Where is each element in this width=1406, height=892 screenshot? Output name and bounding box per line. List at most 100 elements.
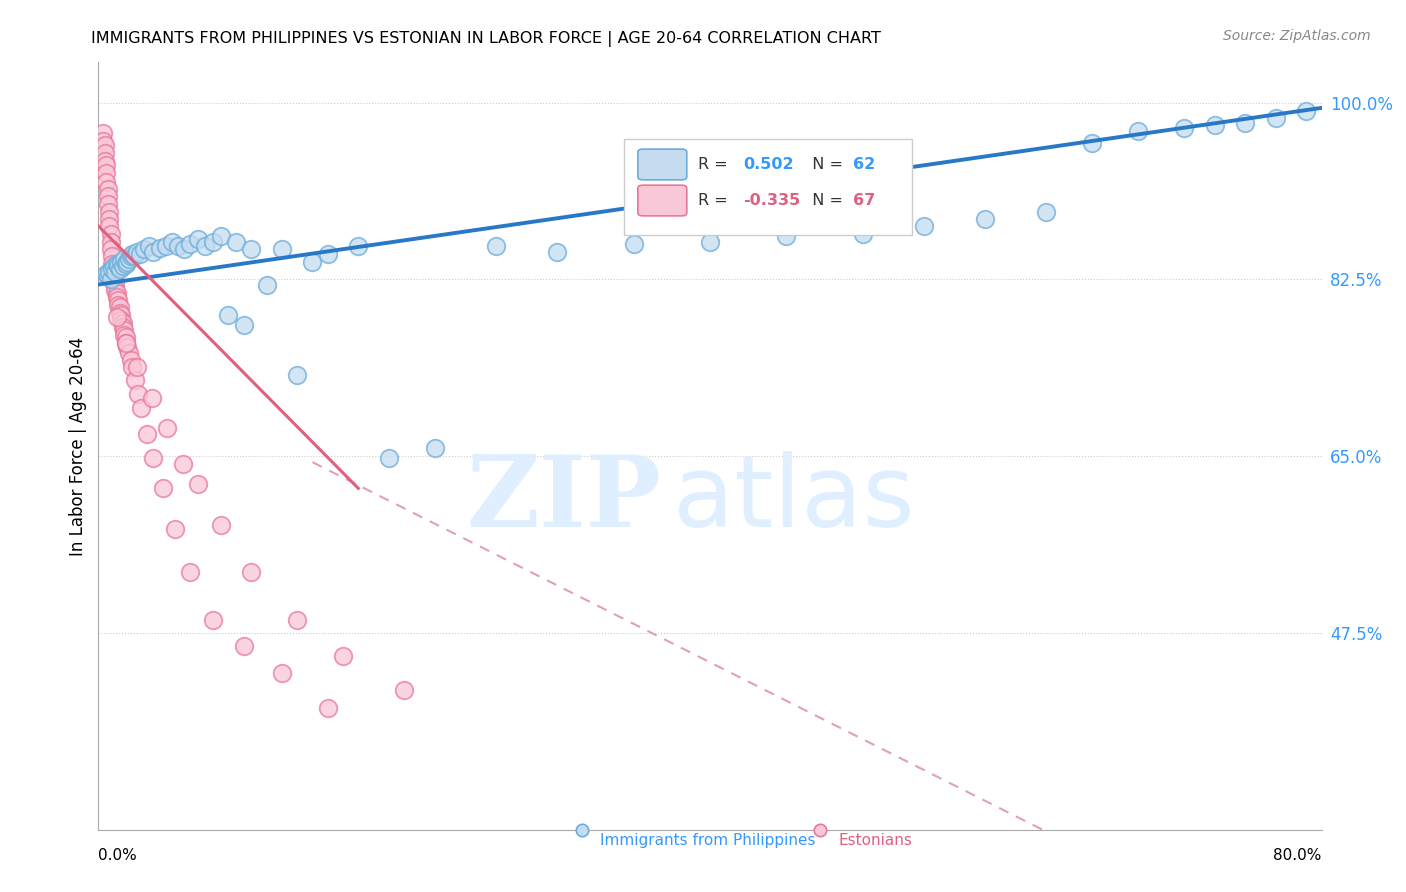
- Point: [117, 340, 139, 354]
- Point: [103, 265, 125, 279]
- Point: [112, 328, 135, 343]
- Point: [101, 262, 124, 277]
- Point: [316, 247, 339, 261]
- Text: N =: N =: [801, 157, 848, 172]
- Point: [1204, 118, 1226, 132]
- Point: [111, 316, 134, 330]
- Text: 80.0%: 80.0%: [1274, 847, 1322, 863]
- FancyBboxPatch shape: [638, 186, 686, 216]
- Point: [142, 245, 165, 260]
- Point: [104, 277, 127, 292]
- Point: [141, 391, 163, 405]
- Point: [1173, 121, 1195, 136]
- Point: [110, 308, 132, 322]
- Point: [91, 126, 114, 140]
- Point: [94, 268, 117, 282]
- Y-axis label: In Labor Force | Age 20-64: In Labor Force | Age 20-64: [69, 336, 87, 556]
- Point: [172, 457, 194, 471]
- Point: [121, 360, 143, 375]
- Point: [1035, 204, 1057, 219]
- Point: [155, 239, 177, 253]
- Point: [378, 451, 401, 466]
- Point: [136, 426, 159, 441]
- Text: R =: R =: [697, 193, 733, 208]
- Point: [217, 308, 239, 322]
- Point: [104, 283, 127, 297]
- Point: [128, 247, 150, 261]
- Point: [111, 319, 134, 334]
- FancyBboxPatch shape: [624, 139, 912, 235]
- Point: [103, 269, 125, 284]
- Point: [232, 639, 254, 653]
- Point: [316, 701, 339, 715]
- Point: [94, 166, 117, 180]
- Point: [110, 313, 132, 327]
- Point: [112, 252, 135, 267]
- Text: N =: N =: [801, 193, 848, 208]
- Point: [98, 265, 121, 279]
- Point: [101, 249, 124, 263]
- Point: [98, 211, 121, 226]
- Point: [105, 285, 128, 300]
- Text: Source: ZipAtlas.com: Source: ZipAtlas.com: [1223, 29, 1371, 43]
- Point: [852, 227, 875, 241]
- Text: 0.502: 0.502: [742, 157, 793, 172]
- Point: [149, 241, 172, 255]
- Point: [546, 245, 568, 260]
- Point: [98, 204, 121, 219]
- Point: [122, 249, 145, 263]
- Point: [117, 255, 139, 269]
- Point: [100, 272, 122, 286]
- Point: [285, 368, 308, 383]
- Point: [93, 146, 115, 161]
- Point: [392, 683, 416, 698]
- Point: [121, 247, 143, 261]
- Point: [152, 482, 174, 496]
- Point: [118, 252, 141, 267]
- Point: [108, 262, 131, 277]
- Point: [94, 175, 117, 189]
- Point: [347, 239, 370, 253]
- Point: [97, 181, 120, 195]
- Point: [120, 353, 142, 368]
- Text: -0.335: -0.335: [742, 193, 800, 208]
- Point: [107, 260, 129, 274]
- Point: [1295, 103, 1317, 118]
- Point: [93, 154, 115, 169]
- Point: [1264, 111, 1286, 125]
- Point: [98, 219, 121, 233]
- Point: [187, 477, 209, 491]
- Point: [1234, 116, 1257, 130]
- Point: [103, 276, 125, 290]
- Point: [125, 245, 148, 260]
- Point: [179, 237, 201, 252]
- Point: [100, 242, 122, 256]
- Point: [270, 666, 292, 681]
- Point: [107, 293, 129, 307]
- Point: [97, 269, 120, 284]
- Point: [101, 257, 124, 271]
- Text: R =: R =: [697, 157, 733, 172]
- Point: [256, 277, 278, 292]
- Point: [179, 565, 201, 579]
- Point: [173, 242, 195, 256]
- Point: [120, 249, 142, 263]
- Text: Estonians: Estonians: [838, 833, 912, 848]
- Point: [138, 239, 160, 253]
- Point: [623, 237, 645, 252]
- Point: [232, 318, 254, 332]
- Point: [912, 219, 935, 233]
- Point: [115, 336, 138, 351]
- Text: Immigrants from Philippines: Immigrants from Philippines: [600, 833, 815, 848]
- Point: [187, 232, 209, 246]
- Point: [115, 257, 138, 271]
- Point: [101, 262, 124, 277]
- Point: [699, 235, 721, 249]
- Point: [202, 613, 225, 627]
- Point: [93, 138, 115, 153]
- Point: [115, 330, 138, 344]
- Point: [105, 290, 128, 304]
- FancyBboxPatch shape: [638, 149, 686, 180]
- Point: [202, 235, 225, 249]
- Point: [142, 451, 165, 466]
